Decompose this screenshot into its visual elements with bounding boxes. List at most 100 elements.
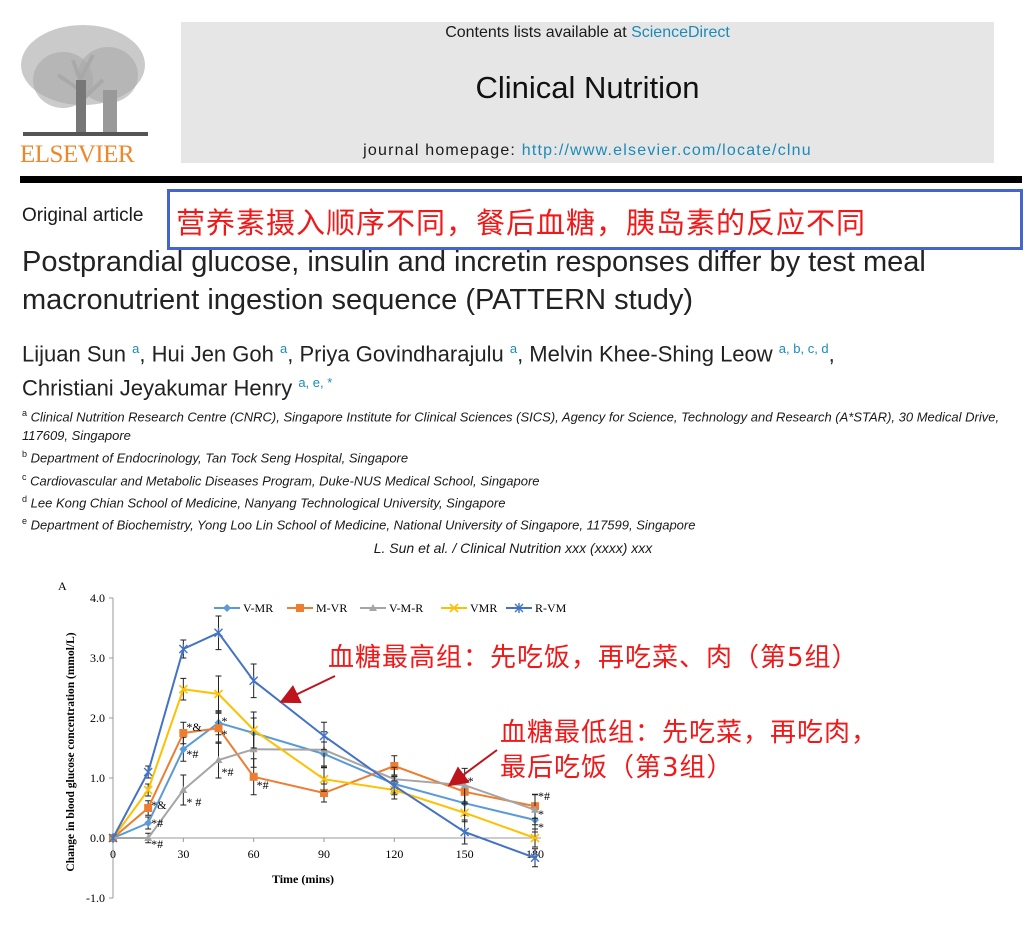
author[interactable]: Lijuan Sun — [22, 341, 126, 367]
affiliation: c Cardiovascular and Metabolic Diseases … — [22, 468, 1012, 490]
VMR-marker — [460, 808, 470, 818]
author-sup[interactable]: a, b, c, d — [778, 341, 829, 356]
VMR-marker — [143, 785, 153, 795]
VMR-marker — [530, 833, 540, 843]
article-title: Postprandial glucose, insulin and incret… — [22, 246, 926, 316]
significance-label: *# — [257, 778, 269, 792]
affiliation: d Lee Kong Chian School of Medicine, Nan… — [22, 490, 1012, 512]
x-tick-label: 150 — [456, 847, 474, 861]
x-axis-label: Time (mins) — [272, 872, 334, 886]
affiliation-key: d — [22, 493, 28, 504]
author-sup[interactable]: a — [509, 341, 518, 356]
callout-text: 营养素摄入顺序不同，餐后血糖，胰岛素的反应不同 — [176, 206, 867, 240]
significance-label: * — [468, 774, 474, 788]
x-tick-label: 60 — [248, 847, 260, 861]
legend-label: M-VR — [316, 601, 347, 615]
R-VM-marker — [108, 833, 118, 843]
affiliation-text: Department of Endocrinology, Tan Tock Se… — [30, 450, 409, 466]
author[interactable]: Christiani Jeyakumar Henry — [22, 375, 293, 401]
M-VR-marker — [296, 604, 304, 612]
significance-label: *# — [222, 765, 234, 779]
y-tick-label: -1.0 — [86, 891, 105, 905]
author[interactable]: Hui Jen Goh — [151, 341, 274, 367]
affiliation-key: c — [22, 471, 27, 482]
author-sup[interactable]: a, e, * — [298, 375, 333, 391]
homepage-link[interactable]: http://www.elsevier.com/locate/clnu — [521, 142, 812, 159]
publisher-logo-text: ELSEVIER — [20, 141, 135, 168]
affiliation: a Clinical Nutrition Research Centre (CN… — [22, 404, 1012, 445]
author[interactable]: Melvin Khee-Shing Leow — [529, 341, 773, 367]
M-VR-marker — [249, 772, 258, 781]
y-tick-label: 4.0 — [90, 591, 105, 605]
homepage-line: journal homepage: http://www.elsevier.co… — [181, 142, 994, 160]
significance-label: *& — [151, 798, 167, 812]
V-MR-marker — [144, 819, 153, 827]
annotation-lowest-line2: 最后吃饭（第3组） — [500, 753, 734, 783]
significance-label: * — [222, 714, 228, 728]
affiliation-text: Lee Kong Chian School of Medicine, Nanya… — [30, 495, 506, 511]
affiliation-text: Department of Biochemistry, Yong Loo Lin… — [30, 517, 696, 533]
affiliations: a Clinical Nutrition Research Centre (CN… — [22, 404, 1012, 535]
R-VM-marker — [514, 603, 524, 613]
R-VM-marker — [143, 767, 153, 777]
y-tick-label: 1.0 — [90, 771, 105, 785]
VMR-marker — [213, 689, 224, 699]
header-rule — [20, 176, 1022, 183]
y-tick-label: 3.0 — [90, 651, 105, 665]
significance-label: *# — [186, 747, 198, 761]
affiliation: b Department of Endocrinology, Tan Tock … — [22, 445, 1012, 467]
affiliation-key: e — [22, 516, 28, 527]
significance-label: * — [538, 820, 544, 834]
author-sup[interactable]: a — [280, 341, 288, 356]
arrow-highest — [279, 675, 336, 704]
M-VR-marker — [320, 789, 328, 797]
R-VM-marker — [319, 731, 329, 741]
y-tick-label: 0.0 — [90, 831, 105, 845]
elsevier-tree-logo — [21, 25, 148, 136]
M-VR-marker — [144, 804, 153, 812]
x-tick-label: 90 — [318, 847, 330, 861]
legend-label: V-M-R — [389, 601, 423, 615]
sciencedirect-link[interactable]: ScienceDirect — [631, 24, 730, 41]
significance-label: *# — [538, 789, 550, 803]
legend-label: VMR — [470, 601, 497, 615]
y-tick-label: 2.0 — [90, 711, 105, 725]
callout-box: 营养素摄入顺序不同，餐后血糖，胰岛素的反应不同 — [167, 189, 1023, 250]
contents-prefix: Contents lists available at — [445, 24, 632, 41]
series-VMR — [108, 675, 540, 848]
affiliation: e Department of Biochemistry, Yong Loo L… — [22, 512, 1012, 534]
affiliation-key: a — [22, 408, 28, 418]
series-R-VM — [108, 615, 540, 868]
significance-label: *# — [151, 837, 163, 851]
annotation-highest: 血糖最高组：先吃饭，再吃菜、肉（第5组） — [328, 643, 859, 673]
R-VM-marker — [389, 780, 399, 791]
VMR-marker — [249, 725, 259, 735]
legend-item: V-M-R — [360, 601, 423, 615]
VMR-marker — [449, 603, 459, 613]
panel-label: A — [58, 579, 67, 593]
V-M-R-marker — [531, 805, 539, 813]
author-list: Lijuan Sun a, Hui Jen Goh a, Priya Govin… — [22, 341, 835, 401]
article-type: Original article — [22, 205, 144, 226]
R-VM-marker — [530, 852, 540, 863]
significance-label: *# — [151, 816, 163, 830]
M-VR-marker — [179, 729, 188, 737]
legend-item: M-VR — [287, 601, 347, 615]
VMR-marker — [178, 684, 188, 694]
journal-masthead: Contents lists available at ScienceDirec… — [181, 22, 994, 163]
VMR-marker — [319, 774, 329, 784]
R-VM-marker — [214, 627, 223, 638]
homepage-prefix: journal homepage: — [363, 142, 522, 159]
contents-line: Contents lists available at ScienceDirec… — [181, 24, 994, 42]
V-M-R-marker — [369, 604, 377, 611]
x-tick-label: 30 — [177, 847, 189, 861]
author[interactable]: Priya Govindharajulu — [299, 341, 504, 367]
affiliation-text: Cardiovascular and Metabolic Diseases Pr… — [30, 472, 540, 488]
journal-title: Clinical Nutrition — [475, 70, 700, 105]
V-M-R-marker — [249, 745, 258, 753]
V-M-R-marker — [144, 834, 153, 841]
y-axis-label: Change in blood glucose concentration (m… — [65, 632, 77, 871]
V-MR-marker — [179, 745, 188, 754]
author-sup[interactable]: a — [132, 341, 140, 356]
